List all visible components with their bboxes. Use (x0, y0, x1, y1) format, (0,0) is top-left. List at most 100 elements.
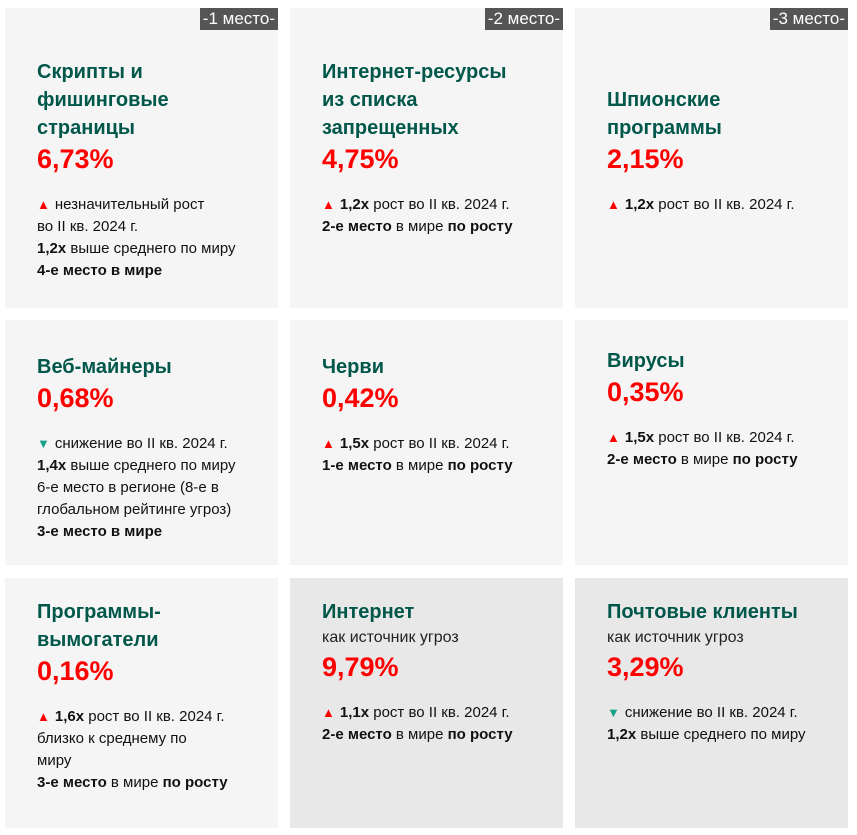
stat-text: глобальном рейтинге угроз) (37, 501, 232, 518)
threat-percentage: 0,16% (37, 656, 114, 686)
threat-card: -2 место- Интернет-ресурсы из списка запрещ… (290, 8, 563, 308)
stat-text: рост во II кв. 2024 г. (369, 196, 510, 213)
stat-text: рост во II кв. 2024 г. (654, 429, 795, 446)
stat-line: ▼ снижение во II кв. 2024 г. (607, 702, 838, 724)
stat-text: рост во II кв. 2024 г. (369, 704, 510, 721)
threat-percentage: 3,29% (607, 652, 684, 682)
threat-percentage: 9,79% (322, 652, 399, 682)
stat-line: ▲ 1,5x рост во II кв. 2024 г. (322, 433, 553, 455)
stat-line: ▲ 1,5x рост во II кв. 2024 г. (607, 427, 838, 449)
stat-text: по росту (732, 451, 798, 468)
stat-text: рост во II кв. 2024 г. (369, 435, 510, 452)
stat-line: ▲ 1,6x рост во II кв. 2024 г. (37, 706, 268, 728)
stat-text: 2-е место (607, 451, 677, 468)
triangle-down-icon: ▼ (37, 436, 50, 451)
stat-text: 1,1x (339, 704, 370, 721)
stat-line: 1,2x выше среднего по миру (37, 238, 268, 260)
threat-card: -1 место- Скрипты и фишинговые страницы 6,73… (5, 8, 278, 308)
threat-card: Вирусы 0,35% ▲ 1,5x рост во II кв. 2024 г. 2… (575, 320, 848, 565)
stat-text: выше среднего по миру (636, 726, 806, 743)
stat-text: в мире (391, 726, 448, 743)
stat-line: во II кв. 2024 г. (37, 216, 268, 238)
card-title: Черви (322, 356, 384, 378)
stat-text: в мире (391, 457, 448, 474)
stat-text: в мире (676, 451, 733, 468)
triangle-up-icon: ▲ (37, 709, 50, 724)
threat-card: Программы-вымогатели 0,16% ▲ 1,6x рост во I… (5, 578, 278, 828)
stat-line: 3-е место в мире по росту (37, 772, 268, 794)
threat-card: -3 место- Шпионские программы 2,15% ▲ 1,2x ро… (575, 8, 848, 308)
card-title: Интернет-ресурсы (322, 61, 507, 83)
stat-line: миру (37, 750, 268, 772)
card-title: фишинговые (37, 89, 169, 111)
threat-percentage: 0,68% (37, 383, 114, 413)
card-title: Скрипты и (37, 61, 143, 83)
rank-badge: -2 место- (484, 8, 563, 30)
stat-text: 6-е место в регионе (8-е в (37, 479, 219, 496)
stat-text: рост во II кв. 2024 г. (84, 708, 225, 725)
stat-text: 1,2x (624, 196, 655, 213)
card-title: запрещенных (322, 117, 459, 139)
stat-line: 3-е место в мире (37, 521, 268, 543)
stat-line: 4-е место в мире (37, 260, 268, 282)
stat-text: снижение во II кв. 2024 г. (54, 435, 228, 452)
stat-text: 1-е место (322, 457, 392, 474)
stat-text: 1,2x (339, 196, 370, 213)
rank-badge: -1 место- (199, 8, 278, 30)
stat-text: по росту (447, 457, 513, 474)
card-title: из списка (322, 89, 418, 111)
stat-text: по росту (447, 726, 513, 743)
stat-text: 4-е место в мире (37, 262, 163, 279)
threat-percentage: 0,42% (322, 383, 399, 413)
stat-text: близко к среднему по (37, 730, 187, 747)
triangle-up-icon: ▲ (322, 197, 335, 212)
stat-text: 1,4x (37, 457, 67, 474)
card-title: страницы (37, 117, 136, 139)
stat-text: во II кв. 2024 г. (37, 218, 139, 235)
stat-text: в мире (391, 218, 448, 235)
stat-text: по росту (447, 218, 513, 235)
stat-text: выше среднего по миру (66, 240, 236, 257)
card-title: Шпионские (607, 89, 721, 111)
triangle-up-icon: ▲ (607, 197, 620, 212)
stat-line: ▲ 1,1x рост во II кв. 2024 г. (322, 702, 553, 724)
threat-card: Почтовые клиенты как источник угроз 3,29% ▼… (575, 578, 848, 828)
triangle-up-icon: ▲ (37, 197, 50, 212)
triangle-up-icon: ▲ (322, 705, 335, 720)
threat-percentage: 4,75% (322, 144, 399, 174)
stat-text: 2-е место (322, 218, 392, 235)
card-subtitle: как источник угроз (607, 629, 744, 646)
stat-line: 2-е место в мире по росту (322, 216, 553, 238)
threat-card: Интернет как источник угроз 9,79% ▲ 1,1x рос… (290, 578, 563, 828)
threat-percentage: 0,35% (607, 377, 684, 407)
stat-line: ▲ 1,2x рост во II кв. 2024 г. (607, 194, 838, 216)
stat-line: 2-е место в мире по росту (607, 449, 838, 471)
threat-card: Веб-майнеры 0,68% ▼ снижение во II кв. 2024… (5, 320, 278, 565)
rank-badge: -3 место- (769, 8, 848, 30)
stat-text: 1,5x (339, 435, 370, 452)
triangle-up-icon: ▲ (607, 430, 620, 445)
stat-line: ▲ незначительный рост (37, 194, 268, 216)
stat-text: 2-е место (322, 726, 392, 743)
stat-text: миру (37, 752, 72, 769)
card-title: Вирусы (607, 350, 685, 372)
triangle-up-icon: ▲ (322, 436, 335, 451)
threat-percentage: 2,15% (607, 144, 684, 174)
stat-text: 1,5x (624, 429, 655, 446)
stat-text: по росту (162, 774, 228, 791)
stat-text: 1,2x (37, 240, 67, 257)
card-title: Почтовые клиенты (607, 601, 798, 623)
stat-text: рост во II кв. 2024 г. (654, 196, 795, 213)
card-title: вымогатели (37, 629, 159, 651)
stat-line: ▲ 1,2x рост во II кв. 2024 г. (322, 194, 553, 216)
card-title: Интернет (322, 601, 415, 623)
card-title: Программы- (37, 601, 161, 623)
stat-line: 2-е место в мире по росту (322, 724, 553, 746)
threat-card: Черви 0,42% ▲ 1,5x рост во II кв. 2024 г. 1-… (290, 320, 563, 565)
stat-text: 3-е место в мире (37, 523, 163, 540)
triangle-down-icon: ▼ (607, 705, 620, 720)
stat-line: глобальном рейтинге угроз) (37, 499, 268, 521)
stat-line: близко к среднему по (37, 728, 268, 750)
card-title: Веб-майнеры (37, 356, 172, 378)
threat-percentage: 6,73% (37, 144, 114, 174)
